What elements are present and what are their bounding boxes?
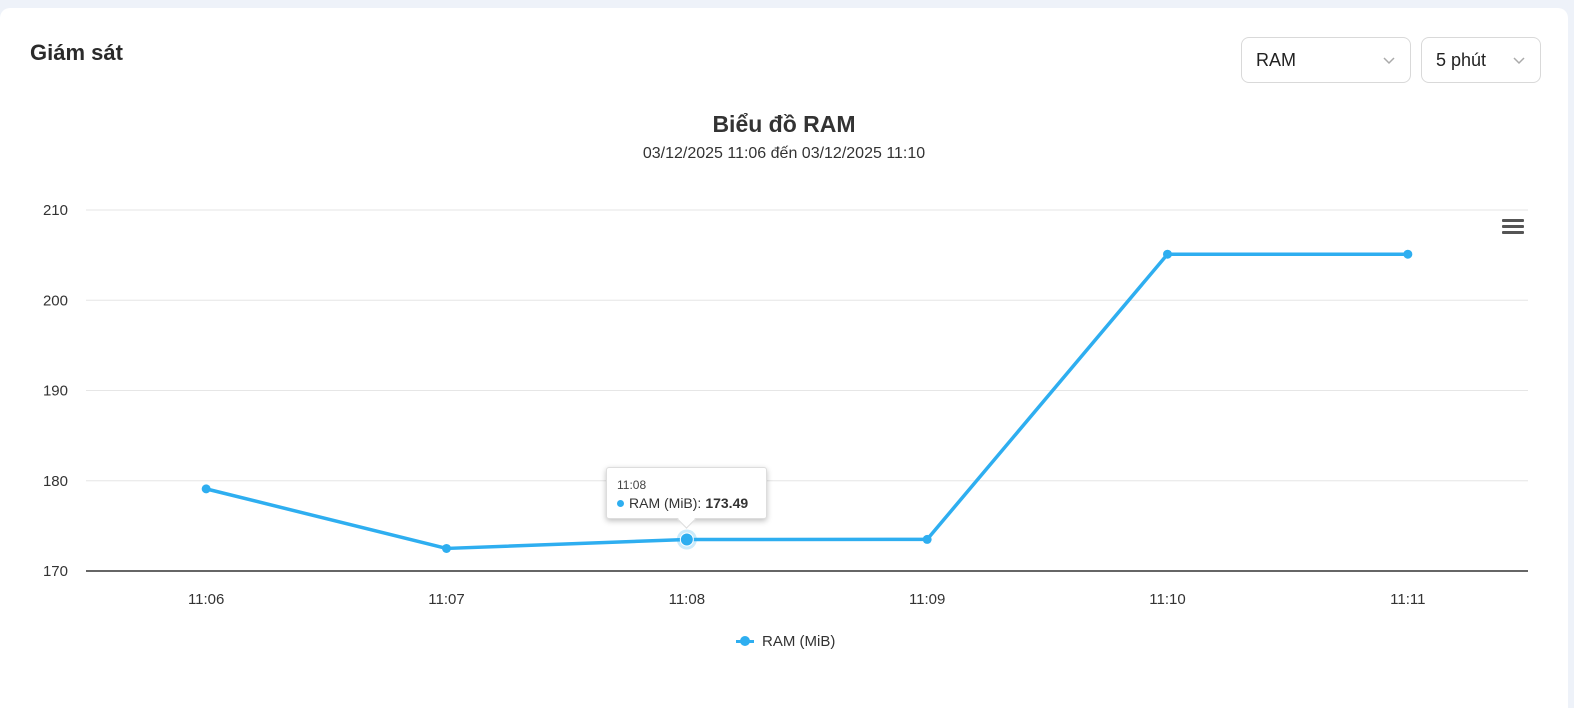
y-tick-label: 170 bbox=[43, 563, 68, 580]
chart-subtitle: 03/12/2025 11:06 đến 03/12/2025 11:10 bbox=[642, 145, 926, 162]
legend-item[interactable]: RAM (MiB) bbox=[736, 631, 835, 651]
x-tick-label: 11:08 bbox=[669, 591, 705, 608]
tooltip-series-label: RAM (MiB): bbox=[629, 495, 702, 511]
metric-select[interactable]: RAM bbox=[1241, 37, 1411, 83]
x-tick-label: 11:11 bbox=[1390, 591, 1425, 608]
data-point-highlighted bbox=[679, 532, 694, 547]
data-point bbox=[1403, 249, 1413, 259]
chart-title: Biểu đồ RAM bbox=[712, 111, 856, 137]
y-tick-label: 200 bbox=[43, 292, 68, 309]
chevron-down-icon bbox=[1513, 57, 1525, 65]
x-tick-label: 11:10 bbox=[1149, 591, 1185, 608]
x-tick-label: 11:06 bbox=[188, 591, 224, 608]
x-tick-label: 11:09 bbox=[909, 591, 945, 608]
metric-select-value: RAM bbox=[1256, 49, 1296, 70]
data-point bbox=[442, 543, 451, 553]
y-tick-label: 210 bbox=[43, 202, 68, 219]
y-tick-label: 180 bbox=[43, 473, 68, 490]
chart-menu-icon[interactable] bbox=[1500, 216, 1526, 238]
x-tick-label: 11:07 bbox=[428, 591, 464, 608]
chevron-down-icon bbox=[1383, 57, 1395, 65]
chart-tooltip: 11:08 RAM (MiB): 173.49 bbox=[606, 467, 767, 519]
data-point bbox=[922, 534, 932, 544]
panel-title: Giám sát bbox=[30, 40, 123, 65]
tooltip-time: 11:08 bbox=[617, 478, 647, 492]
y-tick-label: 190 bbox=[43, 383, 68, 400]
time-range-select-value: 5 phút bbox=[1436, 49, 1487, 70]
tooltip-series-dot-icon bbox=[617, 499, 624, 507]
legend-label: RAM (MiB) bbox=[762, 632, 836, 650]
monitoring-card bbox=[0, 8, 1568, 708]
data-point bbox=[201, 484, 211, 494]
data-point bbox=[1163, 249, 1172, 259]
time-range-select[interactable]: 5 phút bbox=[1421, 37, 1541, 83]
legend-symbol-icon bbox=[736, 636, 754, 646]
tooltip-value: 173.49 bbox=[705, 495, 749, 511]
series-line-ram bbox=[205, 252, 1408, 551]
